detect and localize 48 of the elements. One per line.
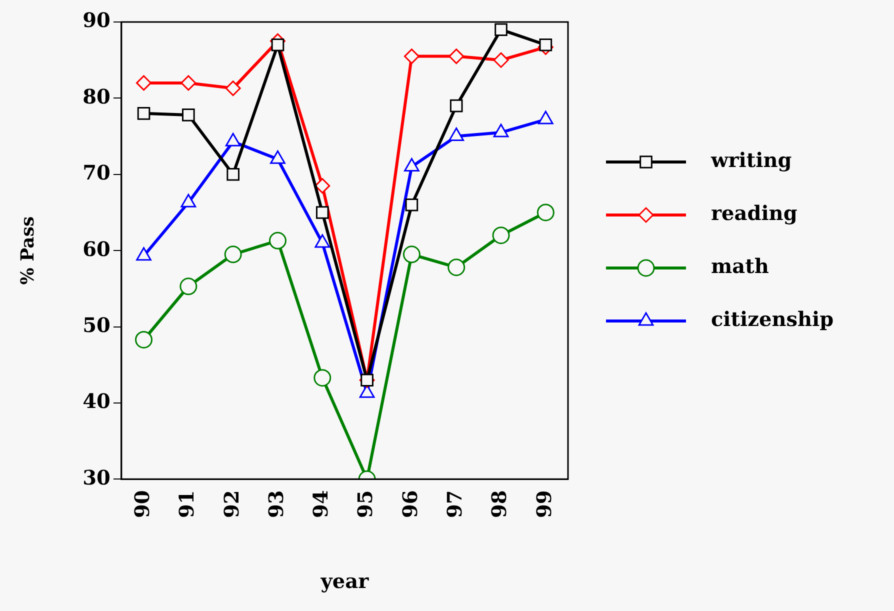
- x-tick-label: 93: [264, 490, 288, 518]
- x-tick-label: 92: [219, 490, 244, 518]
- point: [271, 38, 284, 52]
- x-tick-label: 99: [532, 490, 556, 518]
- x-tick-label: 95: [353, 490, 378, 518]
- x-tick-label: 97: [442, 490, 467, 518]
- legend-label: citizenship: [711, 307, 834, 332]
- legend-label: reading: [711, 201, 798, 226]
- point: [135, 330, 153, 348]
- y-tick-label: 70: [82, 160, 110, 185]
- point: [448, 258, 466, 276]
- point: [137, 107, 150, 120]
- x-tick-label: 91: [174, 490, 199, 518]
- legend-label: math: [711, 254, 770, 278]
- x-tick-label: 90: [130, 490, 154, 518]
- point: [448, 48, 464, 64]
- point: [314, 369, 332, 387]
- x-tick-label: 98: [487, 490, 512, 518]
- point: [180, 278, 198, 296]
- point: [539, 38, 552, 52]
- point: [492, 226, 510, 244]
- point: [226, 168, 240, 181]
- x-tick-label: 94: [308, 490, 333, 518]
- point: [450, 99, 463, 112]
- point: [225, 80, 241, 96]
- y-tick-label: 30: [82, 465, 110, 490]
- point: [402, 246, 420, 264]
- point: [268, 232, 286, 250]
- y-tick-label: 90: [82, 8, 110, 32]
- y-tick-label: 50: [82, 312, 110, 337]
- point: [224, 246, 242, 264]
- point: [314, 178, 330, 194]
- legend-label: writing: [710, 148, 792, 172]
- point: [180, 75, 196, 91]
- y-tick-label: 60: [82, 236, 110, 261]
- x-tick-label: 96: [398, 490, 422, 518]
- point: [404, 48, 420, 64]
- point: [494, 23, 508, 36]
- y-axis-title: % Pass: [17, 216, 38, 285]
- point: [182, 108, 195, 122]
- x-axis-title: year: [320, 569, 370, 594]
- point: [136, 75, 152, 91]
- point: [316, 206, 329, 219]
- point: [536, 204, 554, 222]
- point: [405, 198, 418, 212]
- point: [493, 52, 509, 68]
- y-tick-label: 80: [82, 84, 110, 108]
- y-tick-label: 40: [82, 389, 110, 414]
